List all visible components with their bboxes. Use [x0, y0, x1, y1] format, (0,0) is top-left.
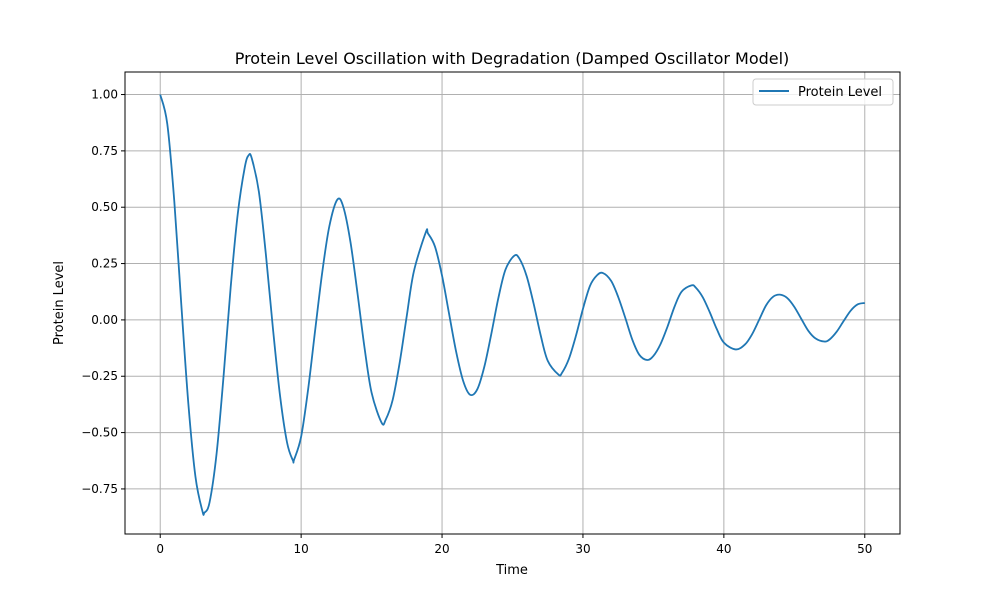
plot-area: [159, 94, 865, 516]
x-tick-label: 50: [857, 542, 872, 556]
x-tick-label: 10: [293, 542, 308, 556]
x-tick-label: 0: [156, 542, 164, 556]
y-tick-label: 1.00: [91, 88, 118, 102]
y-axis-ticks: −0.75 −0.50 −0.25 0.00 0.25 0.50 0.75 1.00: [81, 88, 125, 496]
x-tick-label: 30: [575, 542, 590, 556]
x-tick-label: 20: [434, 542, 449, 556]
y-tick-label: 0.75: [91, 144, 118, 158]
legend-label-protein-level: Protein Level: [798, 85, 882, 100]
y-tick-label: −0.75: [81, 482, 118, 496]
x-axis-label: Time: [495, 563, 528, 578]
chart-title: Protein Level Oscillation with Degradati…: [235, 49, 790, 68]
y-tick-label: 0.50: [91, 200, 118, 214]
series-line-protein-level: [159, 94, 865, 516]
grid: [125, 72, 900, 534]
axes-frame: [124, 71, 901, 535]
y-tick-label: 0.25: [91, 257, 118, 271]
y-axis-label: Protein Level: [52, 261, 67, 345]
x-axis-ticks: 0 10 20 30 40 50: [156, 534, 872, 556]
y-tick-label: 0.00: [91, 313, 118, 327]
y-tick-label: −0.25: [81, 369, 118, 383]
x-tick-label: 40: [716, 542, 731, 556]
legend-box: [752, 78, 894, 106]
y-tick-label: −0.50: [81, 426, 118, 440]
legend: Protein Level: [752, 78, 894, 106]
